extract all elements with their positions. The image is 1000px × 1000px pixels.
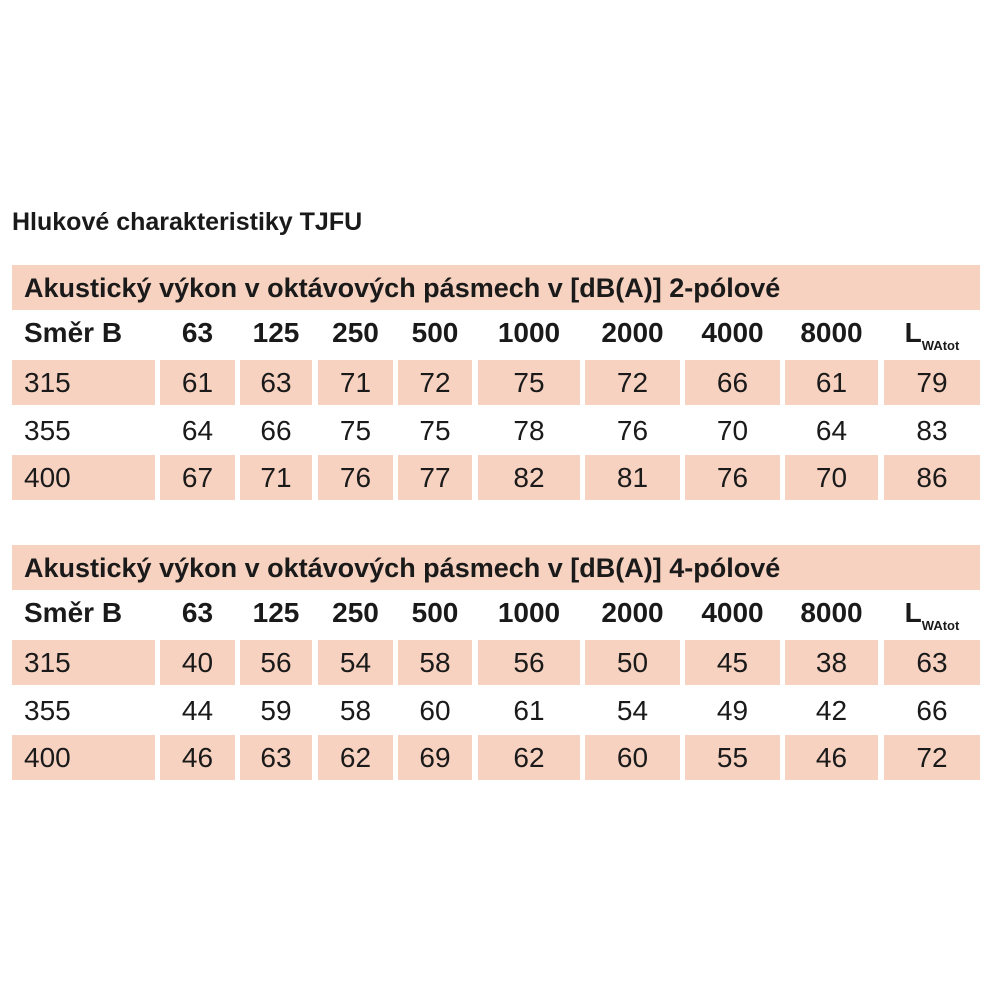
table-cell: 62 [478, 735, 580, 780]
table-cell: 56 [240, 640, 312, 685]
header-main: L [904, 597, 922, 628]
table-cell: 58 [398, 640, 472, 685]
header-sub: WAtot [921, 338, 960, 353]
table-cell: 71 [318, 360, 393, 405]
table-cell: 78 [513, 415, 545, 446]
table-cell: 79 [884, 360, 980, 405]
row-label: 400 [12, 455, 155, 500]
table-cell: 59 [260, 695, 292, 726]
table-cell: 76 [685, 455, 780, 500]
header-cell: 63 [181, 597, 214, 628]
row-label: 355 [24, 695, 71, 726]
table-cell: 81 [585, 455, 680, 500]
table-cell: 60 [419, 695, 451, 726]
table-cell: 44 [181, 695, 214, 726]
row-label: 315 [12, 640, 155, 685]
row-label: 355 [24, 415, 71, 446]
table-cell: 63 [240, 735, 312, 780]
table-cell: 61 [785, 360, 878, 405]
table-cell: 42 [815, 695, 848, 726]
table-cell: 54 [616, 695, 649, 726]
table-cell: 75 [419, 415, 451, 446]
table-cell: 66 [916, 695, 948, 726]
table-cell: 64 [181, 415, 214, 446]
header-cell: 125 [252, 317, 300, 348]
table-cell: 61 [160, 360, 235, 405]
table-cell: 38 [785, 640, 878, 685]
page-title: Hlukové charakteristiky TJFU [12, 208, 363, 236]
table-cell: 82 [478, 455, 580, 500]
header-cell: 2000 [601, 597, 664, 628]
header-cell: 8000 [800, 597, 863, 628]
header-cell: Směr B [24, 597, 123, 628]
header-cell: 1000 [497, 597, 561, 628]
row-label: 400 [12, 735, 155, 780]
header-cell: 500 [411, 597, 459, 628]
table-cell: 46 [160, 735, 235, 780]
table-cell: 69 [398, 735, 472, 780]
table-cell: 67 [160, 455, 235, 500]
header-cell: LWAtot [884, 310, 980, 355]
table-cell: 40 [160, 640, 235, 685]
table-cell: 49 [716, 695, 749, 726]
table-cell: 72 [884, 735, 980, 780]
table-cell: 50 [585, 640, 680, 685]
table-cell: 66 [685, 360, 780, 405]
table-cell: 83 [916, 415, 948, 446]
table-cell: 76 [616, 415, 649, 446]
header-cell: 125 [252, 597, 300, 628]
header-cell: 8000 [800, 317, 863, 348]
table-cell: 70 [785, 455, 878, 500]
header-cell: 1000 [497, 317, 561, 348]
header-sub: WAtot [921, 618, 960, 633]
table-cell: 46 [785, 735, 878, 780]
header-cell: 63 [181, 317, 214, 348]
table-cell: 71 [240, 455, 312, 500]
table-cell: 61 [513, 695, 545, 726]
header-main: L [904, 317, 922, 348]
header-cell: 4000 [701, 597, 764, 628]
row-label: 315 [12, 360, 155, 405]
table-cell: 72 [585, 360, 680, 405]
table-cell: 45 [685, 640, 780, 685]
table-cell: 58 [339, 695, 372, 726]
table-cell: 75 [339, 415, 372, 446]
table-cell: 86 [884, 455, 980, 500]
table-cell: 55 [685, 735, 780, 780]
table-cell: 75 [478, 360, 580, 405]
table-cell: 70 [716, 415, 749, 446]
header-cell: 2000 [601, 317, 664, 348]
table-cell: 72 [398, 360, 472, 405]
header-cell: 250 [332, 597, 379, 628]
table-cell: 76 [318, 455, 393, 500]
table-cell: 62 [318, 735, 393, 780]
table-cell: 54 [318, 640, 393, 685]
header-cell: Směr B [24, 317, 123, 348]
table-cell: 60 [585, 735, 680, 780]
table-caption: Akustický výkon v oktávových pásmech v [… [12, 265, 980, 310]
table-cell: 64 [815, 415, 848, 446]
header-cell: LWAtot [884, 590, 980, 635]
table-cell: 63 [884, 640, 980, 685]
header-cell: 250 [332, 317, 379, 348]
table-cell: 66 [260, 415, 292, 446]
header-cell: 4000 [701, 317, 764, 348]
table-cell: 56 [478, 640, 580, 685]
header-cell: 500 [411, 317, 459, 348]
table-caption: Akustický výkon v oktávových pásmech v [… [12, 545, 980, 590]
table-cell: 77 [398, 455, 472, 500]
table-cell: 63 [240, 360, 312, 405]
